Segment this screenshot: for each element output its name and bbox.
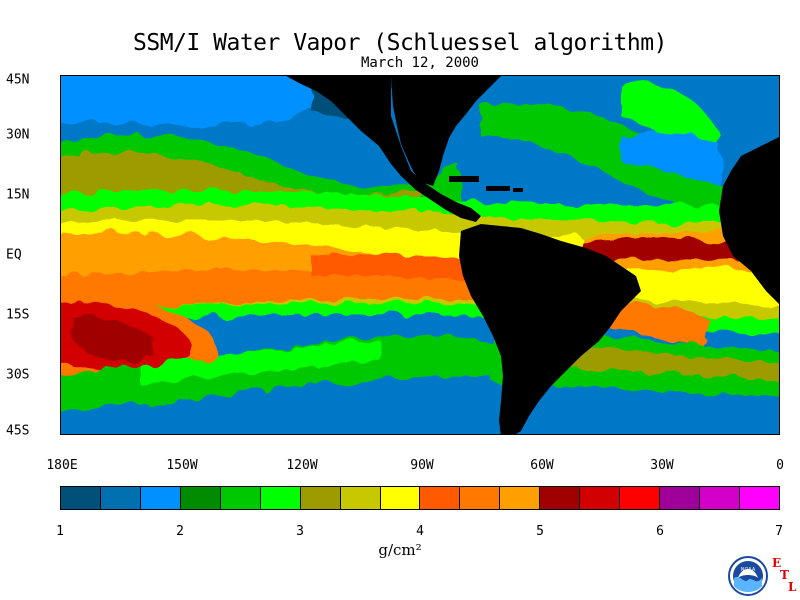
colorbar-cell — [540, 487, 581, 509]
colorbar-tick-4: 4 — [416, 524, 424, 539]
lon-label-120w: 120W — [286, 458, 318, 473]
colorbar-cell — [140, 487, 181, 509]
noaa-seal-icon: NOAA — [728, 556, 768, 596]
lon-label-90w: 90W — [410, 458, 434, 473]
colorbar-cell — [700, 487, 740, 509]
colorbar-cell — [220, 487, 261, 509]
lon-label-0: 0 — [776, 458, 784, 473]
etl-letter-l: L — [788, 580, 797, 594]
colorbar-cell — [500, 487, 541, 509]
colorbar-cell — [260, 487, 301, 509]
colorbar-cell — [660, 487, 700, 509]
lon-label-180e: 180E — [46, 458, 78, 473]
lat-label-30n: 30N — [6, 127, 30, 143]
colorbar-cell — [340, 487, 381, 509]
lat-label-eq: EQ — [6, 247, 22, 263]
colorbar-cell — [420, 487, 461, 509]
map-date-subtitle: March 12, 2000 — [360, 55, 479, 71]
lat-label-15n: 15N — [6, 187, 30, 203]
colorbar-tick-1: 1 — [56, 524, 64, 539]
noaa-logo-text: NOAA — [741, 567, 756, 573]
colorbar-tick-5: 5 — [536, 524, 544, 539]
lat-label-45s: 45S — [6, 423, 30, 439]
colorbar-tick-2: 2 — [176, 524, 184, 539]
lat-label-30s: 30S — [6, 367, 30, 383]
colorbar-tick-3: 3 — [296, 524, 304, 539]
colorbar-cell — [300, 487, 341, 509]
colorbar-cell — [380, 487, 421, 509]
map-title: SSM/I Water Vapor (Schluessel algorithm) — [133, 30, 667, 56]
colorbar — [60, 486, 780, 510]
lat-label-15s: 15S — [6, 307, 30, 323]
water-vapor-map — [60, 75, 780, 435]
colorbar-cell — [620, 487, 661, 509]
colorbar-cell — [100, 487, 141, 509]
etl-letter-t: T — [780, 568, 789, 582]
colorbar-cell — [61, 487, 101, 509]
colorbar-cell — [580, 487, 621, 509]
lon-label-30w: 30W — [650, 458, 674, 473]
land — [286, 76, 779, 434]
map-canvas — [61, 76, 779, 434]
lat-label-45n: 45N — [6, 72, 30, 88]
colorbar-cell — [460, 487, 501, 509]
etl-letter-e: E — [772, 556, 782, 570]
colorbar-tick-6: 6 — [656, 524, 664, 539]
colorbar-units: g/cm² — [378, 541, 422, 559]
lon-label-150w: 150W — [166, 458, 198, 473]
lon-label-60w: 60W — [530, 458, 554, 473]
colorbar-cell — [180, 487, 221, 509]
colorbar-cell — [739, 487, 779, 509]
noaa-logo: NOAA — [728, 556, 768, 600]
colorbar-tick-7: 7 — [775, 524, 783, 539]
